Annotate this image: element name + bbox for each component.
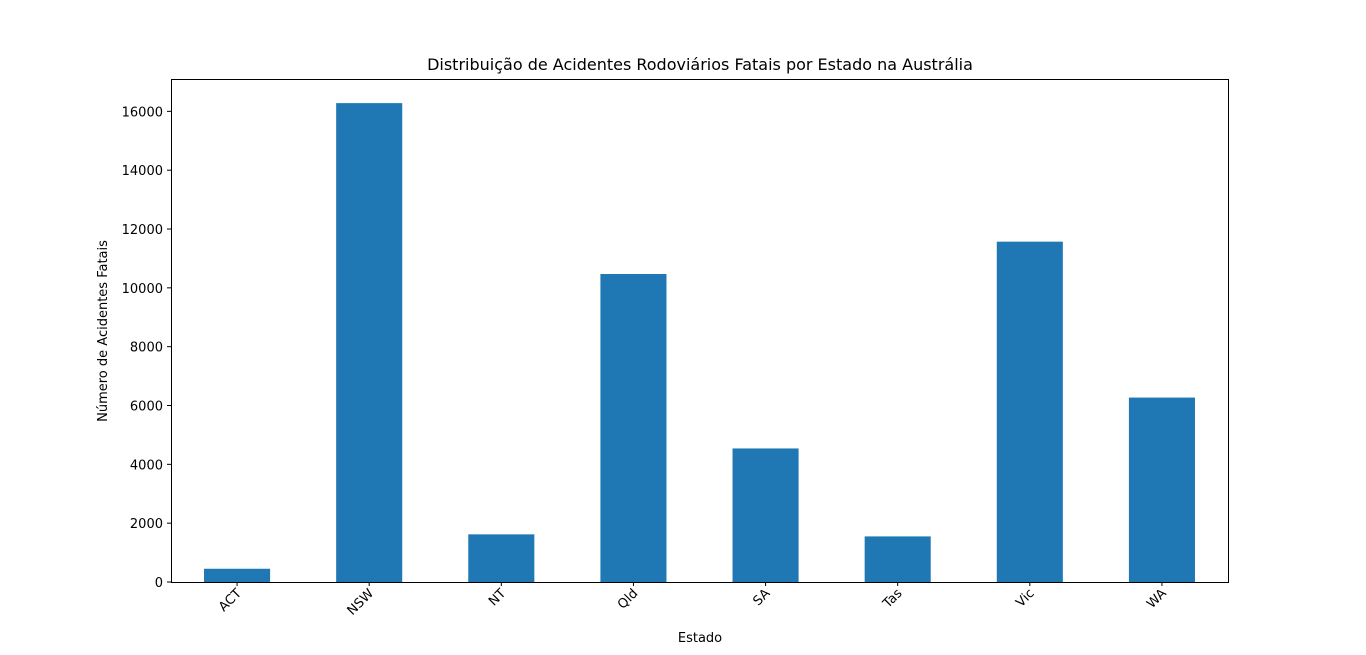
bar-act [204,568,271,582]
bar-qld [600,274,667,582]
y-tick-label: 16000 [122,105,163,120]
y-tick-label: 14000 [122,164,163,179]
y-tick-label: 2000 [130,517,163,532]
x-tick-label: ACT [216,586,245,615]
x-tick-label: Vic [1013,586,1037,610]
y-axis-label: Número de Acidentes Fatais [96,240,111,422]
bars-group [204,103,1195,583]
x-tick-label: SA [750,586,773,609]
y-tick-label: 6000 [130,400,163,415]
y-axis: 0 2000 4000 6000 8000 10000 12000 14000 16000 [122,105,171,591]
chart-title: Distribuição de Acidentes Rodoviários Fa… [427,55,973,74]
x-tick-label: Tas [880,586,906,612]
bar-vic [996,241,1063,583]
y-tick-label: 12000 [122,223,163,238]
x-tick-label: Qld [615,586,641,612]
x-tick-label: NSW [345,586,378,619]
bar-nsw [336,103,403,583]
bar-nt [468,534,535,582]
x-axis: ACT NSW NT Qld SA Tas Vic WA [216,582,1170,619]
bar-tas [864,536,931,582]
y-tick-label: 4000 [130,458,163,473]
bar-sa [732,448,799,582]
x-tick-label: NT [486,586,509,609]
bar-wa [1128,397,1195,582]
y-tick-label: 0 [155,576,163,591]
x-axis-label: Estado [678,631,722,646]
y-tick-label: 10000 [122,282,163,297]
plot-area-frame [171,79,1229,583]
x-tick-label: WA [1144,586,1170,612]
y-tick-label: 8000 [130,341,163,356]
